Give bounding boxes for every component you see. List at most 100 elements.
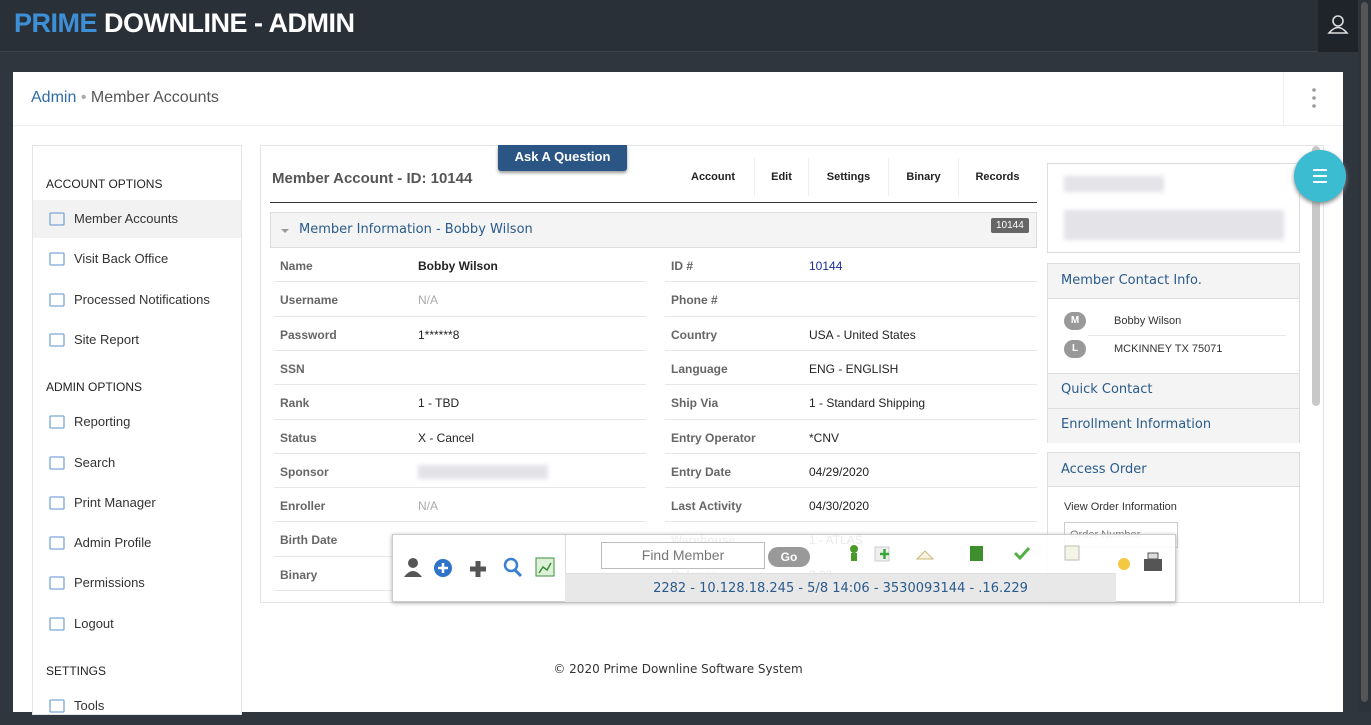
nav-item[interactable]: Reporting (33, 403, 241, 441)
scrollbar (1358, 0, 1371, 712)
field-label: Country (671, 327, 717, 342)
nav-item[interactable]: Print Manager (33, 484, 241, 522)
field-label: Enroller (280, 499, 326, 514)
row-divider (274, 521, 646, 523)
ask-question-button[interactable]: Ask A Question (498, 145, 627, 171)
panel-title: Member Information - Bobby Wilson (299, 222, 533, 237)
section-heading: ADMIN OPTIONS (46, 380, 143, 395)
nav-label: Reporting (74, 414, 131, 430)
field-label: Username (280, 293, 339, 308)
row-divider (665, 281, 1037, 283)
nav-item[interactable]: Admin Profile (33, 524, 241, 562)
nav-label: Processed Notifications (74, 291, 210, 307)
view-order-label: View Order Information (1064, 501, 1177, 513)
breadcrumb-root[interactable]: Admin (31, 89, 77, 106)
field-value: Bobby Wilson (418, 259, 498, 273)
nav-label: Admin Profile (74, 535, 152, 551)
field-label: Binary (280, 567, 318, 582)
contact-text: MCKINNEY TX 75071 (1114, 343, 1223, 355)
user-button[interactable] (1318, 0, 1358, 52)
blurred-profile (1047, 163, 1300, 253)
nav-label: Logout (74, 615, 114, 631)
row-divider (274, 315, 646, 317)
nav-item[interactable]: Search (33, 444, 241, 482)
more-menu[interactable] (1283, 72, 1343, 125)
brand-accent: PRIME (14, 8, 98, 38)
field-label: SSN (280, 361, 305, 376)
tab[interactable]: Edit (754, 158, 808, 196)
nav-item[interactable]: Site Report (33, 321, 241, 359)
contact-title: Member Contact Info. (1061, 273, 1202, 288)
contact-badge: L (1064, 340, 1086, 358)
brand-rest: DOWNLINE - ADMIN (104, 8, 355, 38)
field-value: *CNV (809, 430, 840, 445)
contact-divider (1088, 335, 1286, 336)
find-member-input[interactable]: Find Member (601, 542, 765, 569)
field-label: ID # (671, 259, 694, 273)
footer: © 2020 Prime Downline Software System (553, 662, 803, 676)
row-divider (274, 487, 646, 489)
nav-item[interactable]: Visit Back Office (33, 240, 241, 278)
tab[interactable]: Account (691, 171, 735, 183)
field-label: Language (671, 361, 728, 376)
contact-panel: Member Contact Info. Quick Contact Enrol… (1047, 263, 1300, 443)
nav-item[interactable]: Logout (33, 605, 241, 643)
field-label: Phone # (671, 293, 718, 308)
field-label: Name (280, 259, 313, 273)
fab-menu[interactable] (1294, 150, 1346, 202)
field-label: Rank (280, 396, 310, 411)
field-value: 1 - Standard Shipping (809, 396, 926, 411)
row-divider (665, 452, 1037, 454)
access-order-title[interactable]: Access Order (1061, 462, 1147, 477)
brand: PRIME DOWNLINE - ADMIN (14, 8, 355, 39)
nav-label: Search (74, 454, 116, 470)
field-value: 1******8 (418, 327, 460, 342)
toolbar-icons-right[interactable] (843, 543, 1173, 583)
nav-item[interactable]: Processed Notifications (33, 281, 241, 319)
section-heading: ACCOUNT OPTIONS (46, 177, 163, 191)
field-label: Sponsor (280, 464, 329, 479)
field-value: 04/30/2020 (809, 499, 870, 514)
nav-item[interactable]: Permissions (33, 564, 241, 602)
field-label: Status (280, 430, 317, 445)
row-divider (274, 281, 646, 283)
field-value: N/A (418, 499, 439, 514)
panel-badge: 10144 (991, 218, 1029, 233)
field-value: X - Cancel (418, 430, 475, 445)
nav-item[interactable]: Tools (33, 687, 241, 725)
field-label: Entry Operator (671, 430, 756, 445)
toolbar: Find Member Go 2282 - 10.128.18.245 - 5/… (392, 534, 1176, 602)
go-button[interactable]: Go (768, 547, 810, 567)
user-icon (1327, 15, 1349, 34)
nav-item[interactable]: Member Accounts (33, 200, 241, 238)
nav-label: Print Manager (74, 494, 156, 510)
tab[interactable]: Settings (808, 158, 888, 196)
row-divider (665, 349, 1037, 351)
field-label: Birth Date (280, 533, 338, 548)
field-value: USA - United States (809, 327, 916, 342)
session-status: 2282 - 10.128.18.245 - 5/8 14:06 - 35300… (565, 573, 1116, 602)
toolbar-icons[interactable] (399, 553, 569, 583)
row-divider (274, 418, 646, 420)
field-value: 10144 (809, 259, 843, 273)
row-divider (665, 418, 1037, 420)
tab[interactable]: Records (958, 158, 1036, 196)
quick-contact[interactable]: Quick Contact (1061, 382, 1153, 397)
nav-label: Permissions (74, 575, 145, 591)
sidebar: ACCOUNT OPTIONS Member Accounts Visit Back… (32, 145, 242, 715)
nav-label: Visit Back Office (74, 251, 169, 267)
field-label: Password (280, 327, 337, 342)
breadcrumb-current: Member Accounts (90, 89, 219, 106)
section-heading: SETTINGS (46, 664, 107, 678)
enrollment-info[interactable]: Enrollment Information (1061, 417, 1212, 432)
tab[interactable]: Binary (888, 158, 958, 196)
field-label: Ship Via (671, 396, 719, 411)
panel-header[interactable]: Member Information - Bobby Wilson 10144 (270, 212, 1037, 248)
field-value: ENG - ENGLISH (809, 361, 899, 376)
field-value: 1 - TBD (418, 396, 460, 411)
row-divider (274, 349, 646, 351)
row-divider (665, 487, 1037, 489)
contact-text: Bobby Wilson (1114, 315, 1182, 327)
row-divider (274, 384, 646, 386)
nav-label: Tools (74, 698, 105, 713)
